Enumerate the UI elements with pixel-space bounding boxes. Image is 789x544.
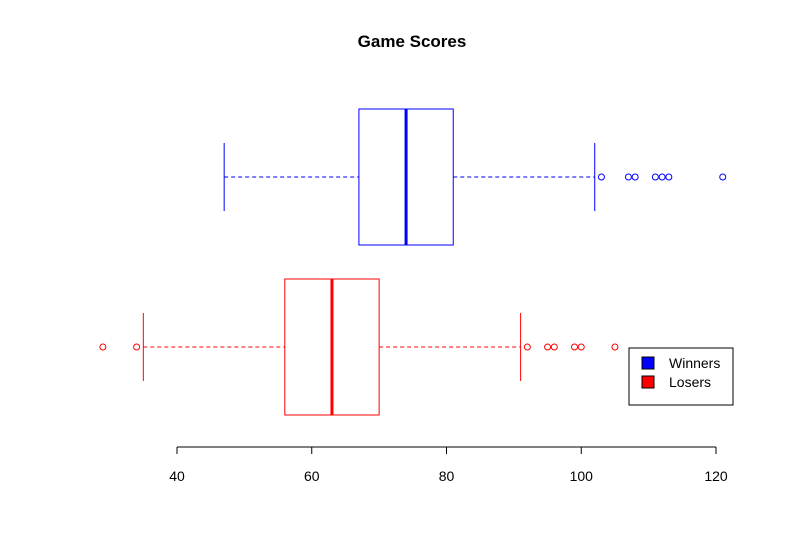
outlier-point [100, 344, 106, 350]
x-axis: 40 60 80 100 120 [169, 447, 728, 484]
legend-swatch [642, 376, 654, 388]
outlier-point [720, 174, 726, 180]
outlier-point [578, 344, 584, 350]
outlier-point [666, 174, 672, 180]
outlier-point [652, 174, 658, 180]
legend-label: Losers [669, 374, 711, 390]
outlier-point [524, 344, 530, 350]
chart-title: Game Scores [358, 32, 467, 51]
outlier-point [632, 174, 638, 180]
box-losers [100, 279, 618, 415]
outlier-point [612, 344, 618, 350]
outlier-point [572, 344, 578, 350]
legend-label: Winners [669, 355, 720, 371]
tick-label: 80 [439, 468, 455, 484]
outlier-point [598, 174, 604, 180]
legend: Winners Losers [629, 348, 733, 405]
outlier-point [551, 344, 557, 350]
tick-label: 120 [704, 468, 728, 484]
tick-label: 40 [169, 468, 185, 484]
outlier-point [625, 174, 631, 180]
box-winners [224, 109, 726, 245]
legend-swatch [642, 357, 654, 369]
tick-label: 60 [304, 468, 320, 484]
outlier-point [134, 344, 140, 350]
tick-label: 100 [570, 468, 594, 484]
outlier-point [659, 174, 665, 180]
outlier-point [545, 344, 551, 350]
